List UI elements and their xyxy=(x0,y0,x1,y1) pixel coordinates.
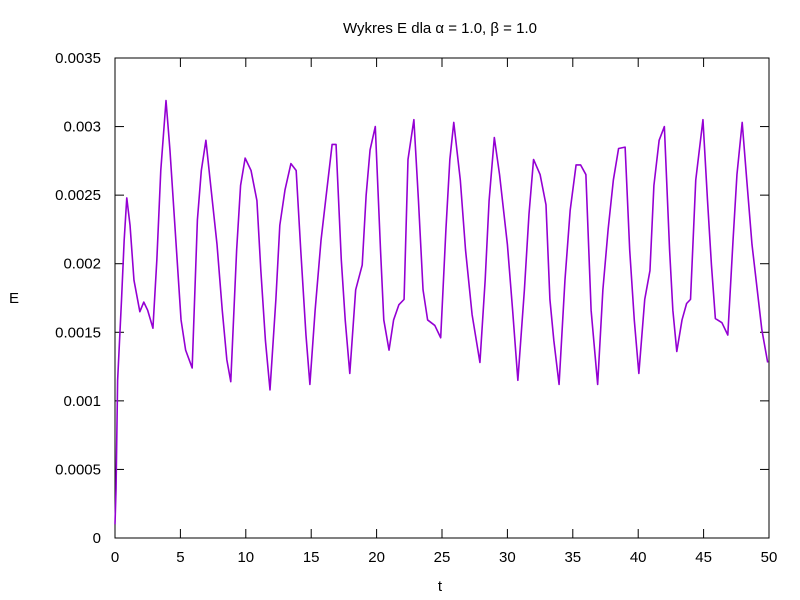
x-tick-label: 50 xyxy=(761,549,778,566)
x-tick-label: 25 xyxy=(434,549,451,566)
x-tick-label: 5 xyxy=(176,549,184,566)
x-tick-label: 45 xyxy=(695,549,712,566)
x-tick-label: 30 xyxy=(499,549,516,566)
y-tick-label: 0.0035 xyxy=(55,50,101,67)
x-tick-label: 15 xyxy=(303,549,320,566)
y-tick-label: 0 xyxy=(93,530,101,547)
y-tick-label: 0.001 xyxy=(63,393,101,410)
y-tick-label: 0.0015 xyxy=(55,324,101,341)
x-tick-label: 20 xyxy=(368,549,385,566)
data-line xyxy=(114,99,769,525)
y-tick-label: 0.003 xyxy=(63,119,101,136)
y-axis-label: E xyxy=(9,290,19,307)
y-tick-label: 0.0005 xyxy=(55,461,101,478)
y-tick-label: 0.002 xyxy=(63,256,101,273)
y-tick-label: 0.0025 xyxy=(55,187,101,204)
x-axis-label: t xyxy=(438,578,443,595)
x-tick-label: 10 xyxy=(237,549,254,566)
chart-title: Wykres E dla α = 1.0, β = 1.0 xyxy=(343,20,537,37)
x-tick-label: 0 xyxy=(111,549,119,566)
x-tick-label: 40 xyxy=(630,549,647,566)
x-tick-label: 35 xyxy=(564,549,581,566)
